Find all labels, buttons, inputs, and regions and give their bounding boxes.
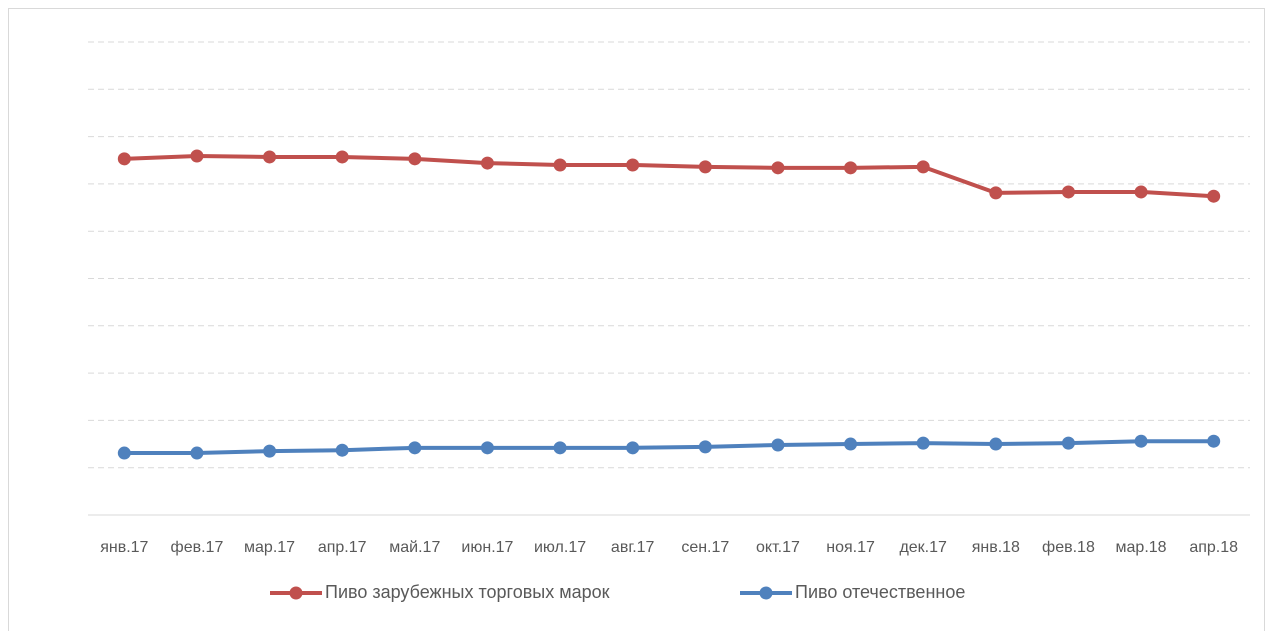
point: [1061, 185, 1075, 199]
point: [263, 150, 277, 164]
x-tick-label: июн.17: [461, 539, 513, 556]
point: [1134, 185, 1148, 199]
point: [408, 441, 422, 455]
x-tick-label: янв.18: [972, 539, 1020, 556]
point: [117, 446, 131, 460]
point: [335, 443, 349, 457]
x-tick-label: мар.18: [1116, 539, 1167, 556]
x-tick-label: дек.17: [899, 539, 947, 556]
point: [916, 160, 930, 174]
point: [553, 441, 567, 455]
point: [844, 437, 858, 451]
point: [480, 156, 494, 170]
x-tick-label: ноя.17: [826, 539, 875, 556]
x-tick-label: май.17: [389, 539, 440, 556]
point: [698, 440, 712, 454]
point: [771, 438, 785, 452]
legend-marker: [289, 586, 303, 600]
point: [190, 149, 204, 163]
x-tick-label: окт.17: [756, 539, 800, 556]
point: [844, 161, 858, 175]
series-line: [124, 439, 1214, 456]
x-tick-label: сен.17: [681, 539, 729, 556]
point: [989, 186, 1003, 200]
x-tick-label: фев.17: [171, 539, 224, 556]
point: [335, 150, 349, 164]
x-tick-label: апр.18: [1189, 539, 1238, 556]
point: [771, 161, 785, 175]
point: [916, 436, 930, 450]
x-tick-label: янв.17: [100, 539, 148, 556]
legend-label: Пиво отечественное: [795, 582, 965, 602]
x-tick-label: июл.17: [534, 539, 586, 556]
point: [553, 158, 567, 172]
point: [626, 441, 640, 455]
x-tick-label: авг.17: [611, 539, 655, 556]
point: [1061, 436, 1075, 450]
legend-label: Пиво зарубежных торговых марок: [325, 582, 610, 602]
x-tick-label: фев.18: [1042, 539, 1095, 556]
point: [989, 437, 1003, 451]
point: [480, 441, 494, 455]
point: [1134, 434, 1148, 448]
point: [408, 152, 422, 166]
point: [698, 160, 712, 174]
x-tick-label: мар.17: [244, 539, 295, 556]
point: [1207, 434, 1221, 448]
point: [263, 444, 277, 458]
legend-marker: [759, 586, 773, 600]
x-tick-label: апр.17: [318, 539, 367, 556]
point: [1207, 189, 1221, 203]
chart-frame: [8, 8, 1265, 631]
point: [626, 158, 640, 172]
series-line: [124, 153, 1214, 199]
point: [190, 446, 204, 460]
point: [117, 152, 131, 166]
